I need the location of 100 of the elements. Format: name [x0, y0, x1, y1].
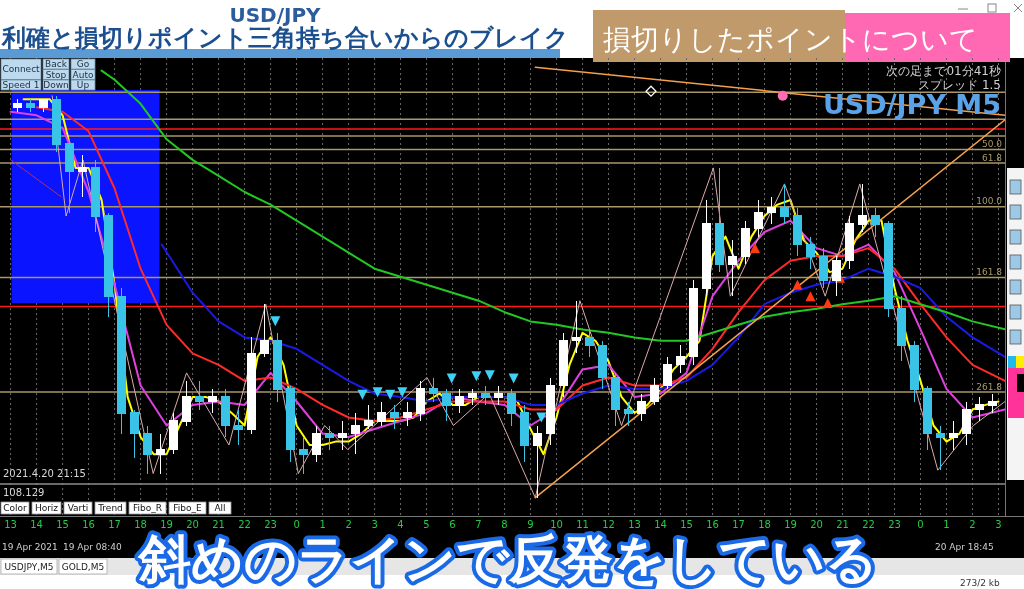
candlestick	[325, 424, 334, 451]
x-tick-label: 11	[576, 519, 589, 530]
annotation: 2021.4.20 21:15	[3, 468, 86, 479]
candlestick	[624, 400, 633, 427]
candlestick	[741, 220, 750, 265]
text: USDJPY,M5	[4, 561, 54, 572]
candlestick	[676, 344, 685, 374]
point	[385, 389, 396, 400]
point	[777, 90, 788, 101]
x-tick-label: 0	[917, 519, 924, 530]
point	[749, 243, 760, 254]
candlestick	[559, 332, 568, 398]
candlestick	[858, 183, 867, 233]
point	[471, 371, 482, 382]
candlestick	[143, 424, 152, 475]
point	[484, 370, 495, 381]
annotation: Color	[3, 503, 28, 514]
candlestick	[208, 388, 217, 414]
annotation: 108.129	[3, 487, 45, 498]
x-tick-label: 5	[423, 519, 430, 530]
x-tick-label: 1	[319, 519, 326, 530]
candlestick	[91, 159, 100, 233]
annotation: Stop	[45, 69, 67, 80]
candlestick	[377, 400, 386, 427]
x-tick-label: 13	[4, 519, 17, 530]
x-tick-label: 4	[397, 519, 404, 530]
point	[822, 298, 833, 309]
candlestick	[13, 98, 22, 113]
x-tick-label: 10	[550, 519, 563, 530]
candlestick	[429, 376, 438, 403]
candlestick	[416, 380, 425, 422]
candlestick	[910, 340, 919, 403]
x-tick-label: 16	[706, 519, 719, 530]
x-tick-label: 1	[943, 519, 950, 530]
annotation: 次の足まで01分41秒	[886, 64, 1001, 78]
candlestick	[364, 404, 373, 430]
annotation: Connect	[2, 64, 41, 75]
candlestick	[481, 384, 490, 406]
candlestick	[845, 215, 854, 270]
candlestick	[962, 400, 971, 446]
x-tick-label: 22	[862, 519, 875, 530]
candlestick	[403, 400, 412, 427]
x-tick-label: 2	[345, 519, 352, 530]
annotation: Down	[43, 80, 69, 91]
x-tick-label: 20	[186, 519, 199, 530]
candlestick	[182, 380, 191, 427]
candlestick	[923, 384, 932, 451]
candlestick	[754, 199, 763, 238]
candlestick	[104, 212, 113, 318]
candlestick	[832, 255, 841, 297]
x-tick-label: 6	[449, 519, 456, 530]
candlestick	[507, 388, 516, 427]
ref-line-label: 50.0	[981, 139, 1003, 150]
candlestick	[546, 376, 555, 446]
candlestick	[988, 392, 997, 414]
candlestick	[312, 424, 321, 463]
point	[508, 373, 519, 384]
text: 損切りしたポイントについて	[603, 23, 978, 56]
candlestick	[169, 412, 178, 455]
candlestick	[286, 384, 295, 463]
candlestick	[468, 388, 477, 406]
candlestick	[715, 167, 724, 273]
x-tick-label: 22	[238, 519, 251, 530]
candlestick	[338, 420, 347, 451]
text: GOLD,M5	[61, 561, 105, 572]
x-tick-label: 21	[212, 519, 225, 530]
annotation: Horiz	[34, 503, 59, 514]
annotation: スプレッド 1.5	[918, 78, 1001, 92]
candlestick	[52, 95, 61, 153]
candlestick	[780, 183, 789, 225]
candlestick	[390, 404, 399, 430]
text: 273/2 kb	[960, 578, 1001, 588]
chart-title: USD/JPY	[229, 3, 322, 27]
candlestick	[494, 384, 503, 406]
candlestick	[884, 220, 893, 318]
candlestick	[65, 138, 74, 214]
x-tick-label: 8	[501, 519, 508, 530]
point	[446, 373, 457, 384]
ref-line-label: 100.0	[976, 196, 1003, 207]
annotation: Varti	[67, 503, 89, 514]
candlestick	[806, 236, 815, 270]
ref-line-label: 161.8	[976, 267, 1003, 278]
candlestick	[650, 376, 659, 406]
candlestick	[247, 336, 256, 435]
annotation: Auto	[72, 69, 94, 80]
x-tick-label: 23	[888, 519, 901, 530]
annotation: Back	[45, 59, 68, 70]
x-tick-label: 2	[969, 519, 976, 530]
candlestick	[949, 420, 958, 451]
x-tick-label: 21	[836, 519, 849, 530]
candlestick	[611, 372, 620, 427]
candlestick	[455, 388, 464, 414]
point	[357, 389, 368, 400]
candlestick	[442, 388, 451, 422]
candlestick	[598, 340, 607, 390]
annotation: Speed 1	[2, 80, 40, 91]
x-tick-label: 13	[628, 519, 641, 530]
x-tick-label: 18	[758, 519, 771, 530]
candlestick	[234, 408, 243, 446]
candlestick	[195, 380, 204, 411]
